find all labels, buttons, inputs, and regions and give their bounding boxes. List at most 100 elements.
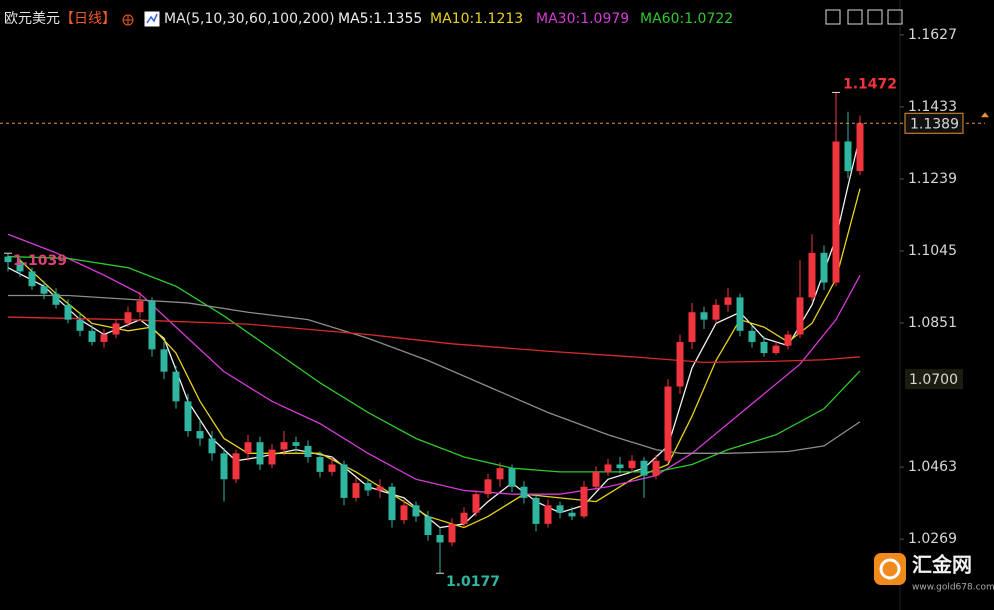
legend-entry: MA60:1.0722 xyxy=(640,11,733,27)
candle-body xyxy=(760,341,768,354)
candle-body xyxy=(340,464,348,498)
candle-body xyxy=(112,323,120,335)
tool-button[interactable] xyxy=(887,9,903,25)
candle-body xyxy=(388,486,396,521)
candle-body xyxy=(16,262,24,272)
candle-body xyxy=(52,293,60,305)
candle-body xyxy=(244,442,252,454)
candle-body xyxy=(748,330,756,342)
tool-button[interactable] xyxy=(867,9,883,25)
candle-body xyxy=(76,319,84,331)
candle-body xyxy=(592,471,600,487)
candle-body xyxy=(472,494,480,513)
candle-body xyxy=(220,453,228,480)
candle-body xyxy=(268,449,276,465)
candle-body xyxy=(64,304,72,320)
candle-body xyxy=(352,483,360,498)
candle-body xyxy=(568,512,576,517)
y-tick-label: 1.0463 xyxy=(908,459,957,475)
y-tick-label: 1.0269 xyxy=(908,531,957,547)
candle-body xyxy=(496,468,504,480)
add-icon[interactable] xyxy=(122,14,134,26)
candle-body xyxy=(196,431,204,439)
candle-body xyxy=(520,486,528,498)
price-axis: 1.1627 1.1433 1.1239 1.1045 1.0851 1.0463 1.02… xyxy=(900,27,989,547)
y-tick-label: 1.1239 xyxy=(908,171,957,187)
watermark-name: 汇金网 xyxy=(912,553,972,577)
candle-body xyxy=(28,271,36,287)
indicator-icon[interactable] xyxy=(144,11,160,27)
candle-body xyxy=(676,341,684,387)
candle-body xyxy=(724,297,732,305)
candle-body xyxy=(136,301,144,313)
watermark: 汇金网 www.gold678.com xyxy=(874,553,994,593)
ma-line xyxy=(7,316,861,364)
candle-body xyxy=(448,523,456,543)
candle-body xyxy=(292,442,300,446)
candle-body xyxy=(856,123,864,172)
candle-body xyxy=(160,349,168,372)
watermark-url: www.gold678.com xyxy=(912,583,994,593)
candle-body xyxy=(208,438,216,454)
candle-body xyxy=(256,442,264,465)
candle-body xyxy=(376,486,384,491)
candle-body xyxy=(328,464,336,472)
candle-body xyxy=(580,486,588,517)
period-label[interactable]: 【日线】 xyxy=(60,11,116,27)
candle-body xyxy=(172,371,180,402)
candle-body xyxy=(40,286,48,294)
chart-title: 欧元美元 xyxy=(4,11,60,27)
candle-body xyxy=(148,301,156,350)
candle-body xyxy=(604,464,612,472)
plot-area xyxy=(0,91,985,574)
candle-body xyxy=(664,386,672,461)
candle-body xyxy=(88,330,96,342)
candle-body xyxy=(232,453,240,480)
candle-body xyxy=(124,312,132,324)
candle-body xyxy=(4,256,12,263)
level-box xyxy=(905,369,963,390)
candle-body xyxy=(532,497,540,524)
candle-body xyxy=(820,252,828,283)
candle-body xyxy=(100,334,108,342)
candle-body xyxy=(652,460,660,476)
legend-entry: MA30:1.0979 xyxy=(536,11,629,27)
y-tick-label: 1.1433 xyxy=(908,99,957,115)
candle-body xyxy=(544,505,552,524)
logo-badge xyxy=(874,553,906,585)
last-price-box xyxy=(904,112,964,134)
y-tick-label: 1.1045 xyxy=(908,243,957,259)
candle-body xyxy=(412,505,420,517)
ma-line xyxy=(19,188,861,529)
candle-body xyxy=(304,445,312,458)
candle-body xyxy=(640,460,648,476)
candle-body xyxy=(316,457,324,472)
candle-body xyxy=(808,252,816,298)
candle-body xyxy=(280,442,288,450)
level-label: 1.0700 xyxy=(909,372,958,388)
candle-body xyxy=(844,141,852,172)
tool-button[interactable] xyxy=(825,9,841,25)
indicator-label: MA(5,10,30,60,100,200) xyxy=(164,11,335,27)
candle-body xyxy=(688,312,696,342)
toolbar xyxy=(825,9,903,25)
legend-entry: MA5:1.1355 xyxy=(338,11,422,27)
candle-body xyxy=(424,516,432,536)
candle-body xyxy=(460,512,468,524)
start-label: 1.1039 xyxy=(13,253,67,269)
y-tick-label: 1.1627 xyxy=(908,27,957,43)
low-label: 1.0177 xyxy=(446,574,500,590)
last-price-arrow xyxy=(981,112,989,118)
candle-body xyxy=(436,535,444,543)
tool-button[interactable] xyxy=(847,9,863,25)
ma-line xyxy=(8,294,861,454)
high-label: 1.1472 xyxy=(843,76,897,92)
ma-line xyxy=(7,135,861,529)
candle-body xyxy=(736,297,744,331)
candle-body xyxy=(712,304,720,320)
candle-body xyxy=(508,468,516,487)
legend: MA5:1.1355 MA10:1.1213 MA30:1.0979 MA60:1.0… xyxy=(338,11,733,27)
